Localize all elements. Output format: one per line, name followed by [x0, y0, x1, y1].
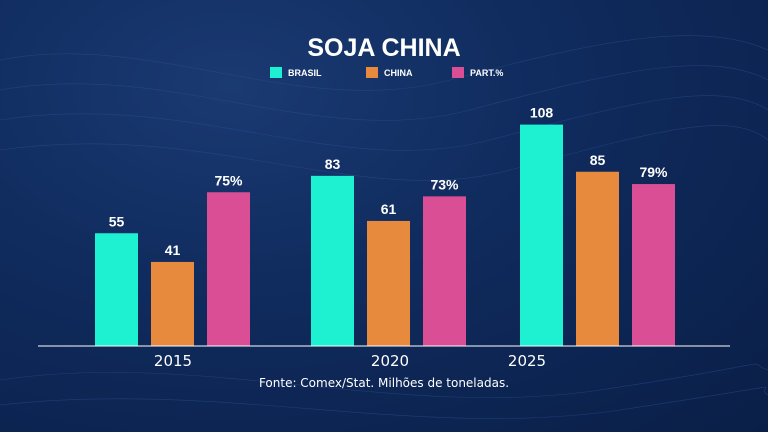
bar-part-2015	[207, 192, 250, 346]
data-label: 73%	[430, 176, 459, 192]
data-label: 75%	[214, 172, 243, 188]
x-tick-label: 2015	[154, 352, 192, 370]
data-label: 85	[590, 152, 606, 168]
legend-swatch	[270, 67, 282, 78]
data-label: 41	[165, 242, 181, 258]
data-label: 83	[325, 156, 341, 172]
bar-china-2025	[576, 171, 619, 346]
data-label: 61	[381, 201, 397, 217]
legend-swatch	[452, 67, 464, 78]
category-labels: 2015 2020 2025	[154, 352, 546, 370]
legend-swatch	[366, 67, 378, 78]
bar-brasil-2020	[311, 175, 354, 346]
bar-china-2020	[367, 220, 410, 346]
legend: BRASIL CHINA PART.%	[270, 67, 503, 78]
source-note: Fonte: Comex/Stat. Milhões de toneladas.	[259, 376, 509, 390]
legend-label: CHINA	[384, 68, 413, 78]
bar-part-2020	[423, 196, 466, 346]
legend-label: PART.%	[470, 68, 503, 78]
data-label: 79%	[639, 164, 668, 180]
x-tick-label: 2025	[508, 352, 546, 370]
bar-brasil-2025	[520, 124, 563, 346]
data-label: 55	[109, 213, 125, 229]
x-tick-label: 2020	[371, 352, 409, 370]
legend-label: BRASIL	[288, 68, 322, 78]
background-waves	[0, 35, 768, 419]
chart-title: SOJA CHINA	[307, 34, 460, 62]
data-label: 108	[530, 105, 554, 121]
bars-group: 55 83 108 41 61 85 75% 73% 79%	[95, 105, 675, 346]
bar-brasil-2015	[95, 233, 138, 346]
bar-china-2015	[151, 261, 194, 346]
bar-part-2025	[632, 184, 675, 346]
